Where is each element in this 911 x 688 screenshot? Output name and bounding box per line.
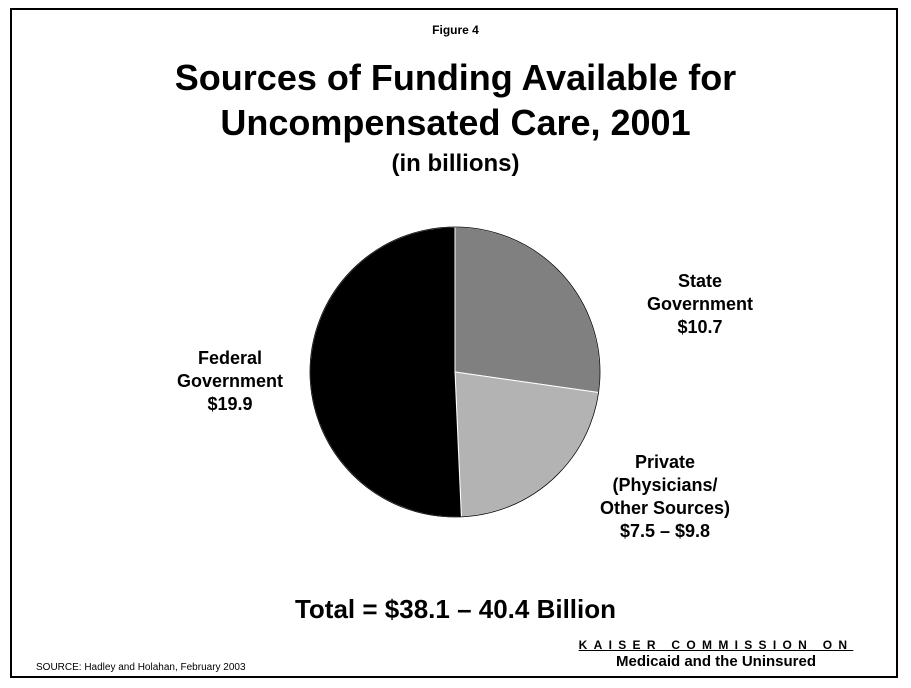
slice-label-private: Private (Physicians/ Other Sources) $7.5… xyxy=(555,451,775,543)
slice-name-line: Government xyxy=(646,294,754,314)
commission-name: KAISER COMMISSION ON xyxy=(578,638,854,652)
chart-subtitle: (in billions) xyxy=(391,150,520,177)
commission-subtitle: Medicaid and the Uninsured xyxy=(615,653,817,670)
pie-outline xyxy=(309,226,601,518)
figure-label: Figure 4 xyxy=(432,23,479,37)
slice-name-line: Government xyxy=(176,371,284,391)
slice-value-label: $7.5 – $9.8 xyxy=(619,521,711,541)
total-label: Total = $38.1 – 40.4 Billion xyxy=(294,594,617,624)
slice-name-line: (Physicians/ xyxy=(612,475,718,495)
slide-frame xyxy=(10,8,898,678)
slice-name-line: Federal xyxy=(197,348,263,368)
source-note: SOURCE: Hadley and Holahan, February 200… xyxy=(36,662,246,673)
chart-title: Sources of Funding Available for Uncompe… xyxy=(0,55,911,145)
slice-label-state-government: State Government $10.7 xyxy=(610,270,790,339)
chart-title-line-2: Uncompensated Care, 2001 xyxy=(220,102,691,143)
slice-name-line: Other Sources) xyxy=(599,498,731,518)
slice-name-line: State xyxy=(677,271,722,291)
pie-slice-federal xyxy=(309,226,462,518)
chart-title-line-1: Sources of Funding Available for xyxy=(174,57,737,98)
pie-slice-state xyxy=(454,226,601,394)
slice-name-line: Private xyxy=(634,452,696,472)
slice-label-federal-government: Federal Government $19.9 xyxy=(140,347,320,416)
slice-value-label: $10.7 xyxy=(677,317,723,337)
slice-value-label: $19.9 xyxy=(207,394,253,414)
